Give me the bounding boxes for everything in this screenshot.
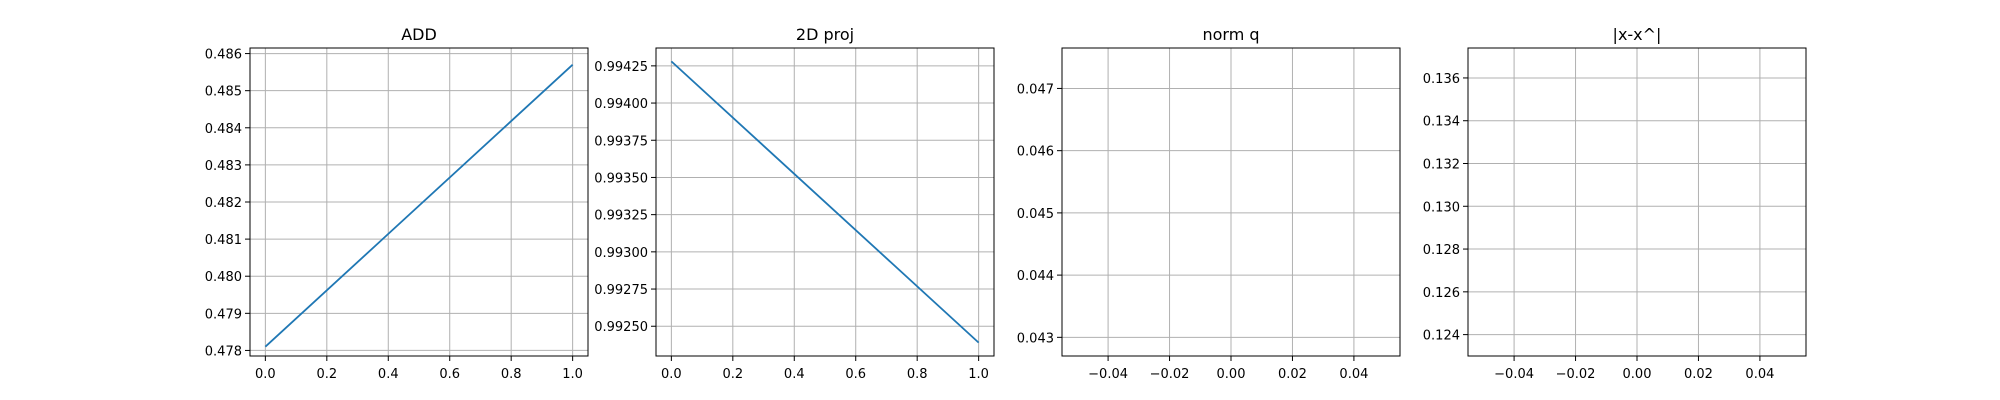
subplot-2: 0.0 0.2 0.4 0.6 0.8 1.0 0.99250 0.99275 0.99300 0… xyxy=(594,25,995,382)
series-line-1 xyxy=(264,64,574,348)
y-tick-label: 0.044 xyxy=(1017,269,1054,284)
x-tick-label: 0.0 xyxy=(255,367,276,382)
y-tick-label: 0.126 xyxy=(1423,286,1460,301)
x-tick-label: 1.0 xyxy=(968,367,989,382)
x-tick-label: 0.02 xyxy=(1278,367,1307,382)
y-tick-label: 0.134 xyxy=(1423,115,1460,130)
x-tick-label: 0.4 xyxy=(784,367,805,382)
x-tick-label: −0.02 xyxy=(1556,367,1596,382)
y-tick-label: 0.043 xyxy=(1017,331,1054,346)
x-tick-label: −0.02 xyxy=(1150,367,1190,382)
subplot-4: −0.04 −0.02 0.00 0.02 0.04 0.124 0.126 0.128 0.1… xyxy=(1423,25,1807,382)
y-tick-label: 0.132 xyxy=(1423,158,1460,173)
x-tick-label: −0.04 xyxy=(1494,367,1534,382)
y-tick-label: 0.99350 xyxy=(594,171,648,186)
y-tick-label: 0.136 xyxy=(1423,72,1460,87)
y-tick-label: 0.99425 xyxy=(594,60,648,75)
y-tick-label: 0.99325 xyxy=(594,209,648,224)
x-tick-label: 0.04 xyxy=(1745,367,1774,382)
x-tick-label: 0.0 xyxy=(661,367,682,382)
x-tick-label: 0.2 xyxy=(316,367,337,382)
y-tick-label: 0.485 xyxy=(205,85,242,100)
y-tick-label: 0.479 xyxy=(205,307,242,322)
y-tick-label: 0.99275 xyxy=(594,283,648,298)
y-tick-label: 0.481 xyxy=(205,233,242,248)
y-tick-label: 0.047 xyxy=(1017,82,1054,97)
x-tick-label: 0.4 xyxy=(378,367,399,382)
y-tick-label: 0.484 xyxy=(205,122,242,137)
x-tick-label: 0.8 xyxy=(907,367,928,382)
x-tick-label: 1.0 xyxy=(562,367,583,382)
y-tick-label: 0.124 xyxy=(1423,329,1460,344)
axes-frame xyxy=(655,47,995,357)
subplot-title: 2D proj xyxy=(796,25,854,44)
x-tick-label: 0.6 xyxy=(845,367,866,382)
y-tick-label: 0.045 xyxy=(1017,207,1054,222)
y-tick-label: 0.99250 xyxy=(594,320,648,335)
subplot-title: norm q xyxy=(1202,25,1259,44)
y-tick-label: 0.128 xyxy=(1423,243,1460,258)
y-tick-label: 0.046 xyxy=(1017,145,1054,160)
y-tick-label: 0.99400 xyxy=(594,97,648,112)
x-tick-label: 0.8 xyxy=(501,367,522,382)
x-tick-label: 0.00 xyxy=(1623,367,1652,382)
y-tick-label: 0.130 xyxy=(1423,200,1460,215)
subplot-3: −0.04 −0.02 0.00 0.02 0.04 0.043 0.044 0.045 0.0… xyxy=(1017,25,1401,382)
x-tick-label: 0.2 xyxy=(722,367,743,382)
x-tick-label: 0.00 xyxy=(1217,367,1246,382)
y-tick-label: 0.482 xyxy=(205,196,242,211)
x-tick-label: 0.6 xyxy=(439,367,460,382)
x-tick-label: 0.02 xyxy=(1684,367,1713,382)
y-tick-label: 0.480 xyxy=(205,270,242,285)
x-tick-label: 0.04 xyxy=(1339,367,1368,382)
subplot-title: |x-x^| xyxy=(1613,25,1662,44)
y-tick-label: 0.486 xyxy=(205,48,242,63)
x-tick-label: −0.04 xyxy=(1088,367,1128,382)
y-tick-label: 0.483 xyxy=(205,159,242,174)
subplot-title: ADD xyxy=(401,25,437,44)
y-tick-label: 0.99300 xyxy=(594,246,648,261)
y-tick-label: 0.478 xyxy=(205,344,242,359)
subplot-1: 0.0 0.2 0.4 0.6 0.8 1.0 0.478 0.479 0.480 0.481 0.… xyxy=(205,25,589,382)
y-tick-label: 0.99375 xyxy=(594,134,648,149)
series-line-1 xyxy=(670,60,980,344)
